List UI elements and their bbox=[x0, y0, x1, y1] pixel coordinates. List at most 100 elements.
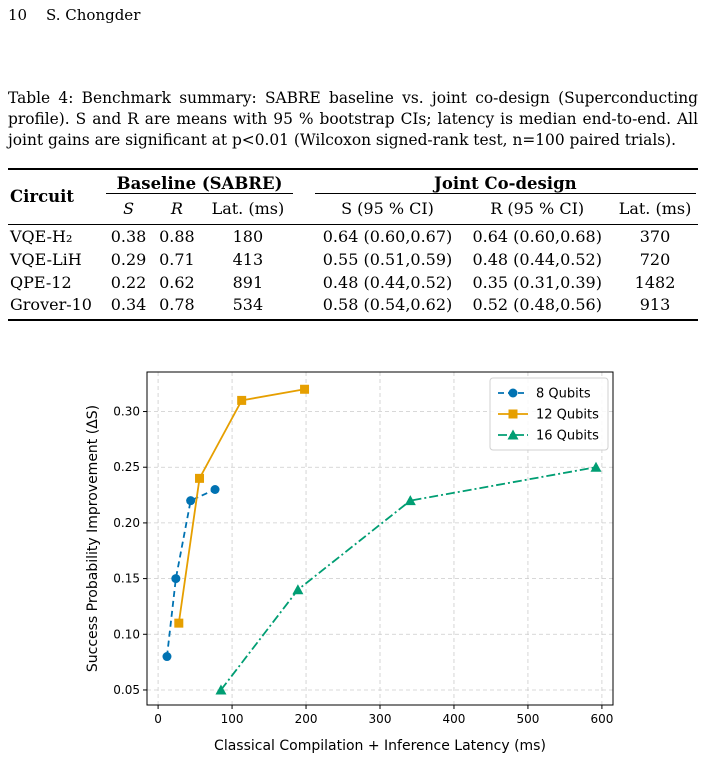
y-tick-label: 0.10 bbox=[113, 627, 140, 641]
series-layer bbox=[162, 384, 602, 695]
legend-marker bbox=[507, 429, 519, 440]
x-tick-label: 400 bbox=[443, 712, 466, 726]
caption-text: Benchmark summary: SABRE baseline vs. jo… bbox=[8, 89, 699, 149]
row-gap bbox=[295, 294, 313, 320]
table-row: VQE-LiH 0.29 0.71 413 0.55 (0.51,0.59) 0… bbox=[8, 248, 698, 271]
subheader-joint-r: R (95 % CI) bbox=[490, 199, 585, 219]
series-line bbox=[166, 488, 216, 657]
series-line bbox=[220, 466, 597, 691]
table-caption: Table 4: Benchmark summary: SABRE baseli… bbox=[8, 88, 698, 151]
series-12-qubits bbox=[174, 384, 310, 628]
joint-r: 0.52 (0.48,0.56) bbox=[472, 295, 602, 314]
legend-marker bbox=[508, 409, 518, 419]
subheader-joint-latency: Lat. (ms) bbox=[618, 199, 692, 219]
x-tick-label: 600 bbox=[590, 712, 613, 726]
data-point bbox=[237, 395, 247, 405]
x-tick-label: 0 bbox=[154, 712, 162, 726]
baseline-s: 0.29 bbox=[110, 250, 147, 269]
joint-latency: 913 bbox=[639, 295, 671, 314]
y-tick-label: 0.05 bbox=[113, 683, 140, 697]
x-tick-label: 300 bbox=[369, 712, 392, 726]
baseline-latency: 413 bbox=[232, 250, 264, 269]
grid-layer bbox=[147, 372, 613, 705]
joint-r: 0.48 (0.44,0.52) bbox=[472, 250, 602, 269]
group-joint-text: Joint Co-design bbox=[314, 174, 696, 194]
circuit-name: QPE-12 bbox=[10, 273, 72, 292]
baseline-r: 0.62 bbox=[159, 273, 195, 292]
joint-s: 0.64 (0.60,0.67) bbox=[322, 226, 453, 246]
baseline-s: 0.38 bbox=[110, 226, 147, 246]
data-point bbox=[215, 684, 227, 695]
baseline-latency: 180 bbox=[232, 226, 264, 246]
data-point bbox=[174, 618, 184, 628]
y-tick-label: 0.25 bbox=[113, 460, 140, 474]
group-gap bbox=[295, 169, 313, 194]
running-author: S. Chongder bbox=[46, 6, 141, 24]
joint-latency: 1482 bbox=[634, 273, 676, 292]
group-joint-header: Joint Co-design bbox=[313, 169, 698, 194]
baseline-latency: 534 bbox=[232, 295, 264, 314]
data-point bbox=[404, 495, 416, 506]
x-tick-label: 100 bbox=[221, 712, 244, 726]
series-8-qubits bbox=[162, 484, 220, 662]
table-row: QPE-12 0.22 0.62 891 0.48 (0.44,0.52) 0.… bbox=[8, 271, 698, 294]
data-point bbox=[590, 461, 602, 472]
legend-label: 12 Qubits bbox=[536, 408, 599, 423]
circuit-name: VQE-H₂ bbox=[10, 226, 73, 246]
baseline-r: 0.78 bbox=[159, 295, 195, 314]
data-point bbox=[186, 496, 196, 506]
subheader-s: S bbox=[123, 199, 135, 219]
group-baseline-text: Baseline (SABRE) bbox=[106, 174, 293, 194]
series-line bbox=[177, 388, 305, 624]
baseline-r: 0.88 bbox=[159, 226, 195, 246]
subheader-r: R bbox=[170, 199, 183, 219]
table-row: VQE-H₂ 0.38 0.88 180 0.64 (0.60,0.67) 0.… bbox=[8, 224, 698, 248]
row-gap bbox=[295, 271, 313, 294]
legend-marker bbox=[508, 388, 518, 398]
joint-r: 0.35 (0.31,0.39) bbox=[472, 273, 602, 292]
x-axis-label: Classical Compilation + Inference Latenc… bbox=[214, 738, 546, 754]
legend-label: 8 Qubits bbox=[536, 387, 591, 402]
joint-s: 0.55 (0.51,0.59) bbox=[322, 250, 453, 269]
circuit-header: Circuit bbox=[10, 187, 75, 207]
row-gap bbox=[295, 224, 313, 248]
row-gap bbox=[295, 248, 313, 271]
table-row: Grover-10 0.34 0.78 534 0.58 (0.54,0.62)… bbox=[8, 294, 698, 320]
joint-latency: 720 bbox=[639, 250, 671, 269]
legend: 8 Qubits 12 Qubits 16 Qubits bbox=[489, 377, 609, 451]
joint-s: 0.48 (0.44,0.52) bbox=[322, 273, 453, 292]
circuit-name: Grover-10 bbox=[10, 295, 92, 314]
y-tick-label: 0.15 bbox=[113, 572, 140, 586]
data-point bbox=[210, 484, 220, 494]
data-point bbox=[195, 473, 205, 483]
subheader-latency: Lat. (ms) bbox=[211, 199, 285, 219]
baseline-s: 0.22 bbox=[110, 273, 147, 292]
x-tick-label: 500 bbox=[516, 712, 539, 726]
y-axis-label: Success Probability Improvement (ΔS) bbox=[85, 405, 101, 672]
data-point bbox=[162, 652, 172, 662]
baseline-r: 0.71 bbox=[159, 250, 195, 269]
legend-box bbox=[489, 377, 609, 451]
subheader-gap bbox=[295, 194, 313, 224]
latency-vs-improvement-chart: 0 100 200 300 400 500 600 0.05 0.10 0.15 0.20 0.25 0… bbox=[85, 371, 614, 754]
baseline-s: 0.34 bbox=[110, 295, 147, 314]
series-16-qubits bbox=[215, 461, 602, 695]
baseline-latency: 891 bbox=[232, 273, 264, 292]
x-tick-label: 200 bbox=[295, 712, 318, 726]
page-number: 10 bbox=[8, 6, 28, 24]
legend-label: 16 Qubits bbox=[536, 429, 599, 444]
data-point bbox=[300, 384, 310, 394]
benchmark-table: Circuit Baseline (SABRE) Joint Co-design… bbox=[8, 168, 698, 321]
subheader-joint-s: S (95 % CI) bbox=[341, 199, 434, 219]
joint-r: 0.64 (0.60,0.68) bbox=[472, 226, 602, 246]
circuit-name: VQE-LiH bbox=[10, 250, 82, 269]
y-tick-label: 0.30 bbox=[113, 405, 140, 419]
joint-s: 0.58 (0.54,0.62) bbox=[322, 295, 453, 314]
y-tick-label: 0.20 bbox=[113, 516, 140, 530]
data-point bbox=[292, 584, 304, 595]
caption-label: Table 4: bbox=[8, 89, 74, 107]
data-point bbox=[171, 574, 181, 584]
group-baseline-header: Baseline (SABRE) bbox=[104, 169, 294, 194]
tick-layer: 0 100 200 300 400 500 600 0.05 0.10 0.15 0.20 0.25 0… bbox=[113, 405, 613, 726]
page-header: 10 S. Chongder bbox=[8, 6, 140, 24]
